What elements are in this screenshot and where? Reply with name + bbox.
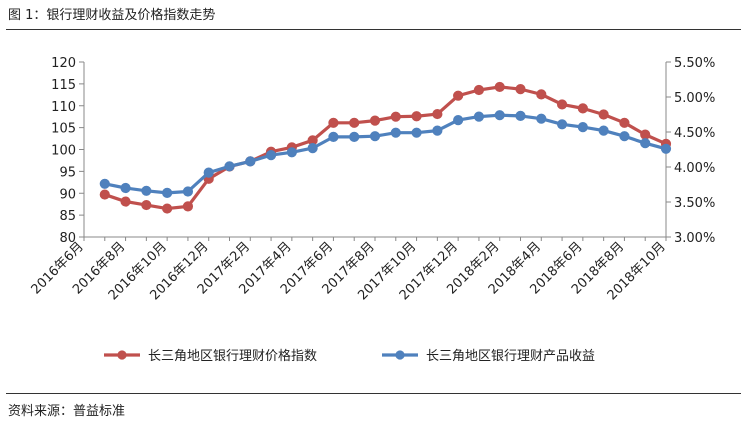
legend-marker-1 bbox=[395, 350, 405, 360]
left-tick-label: 90 bbox=[59, 187, 76, 202]
legend-label-0: 长三角地区银行理财价格指数 bbox=[148, 348, 317, 364]
left-tick-label: 110 bbox=[51, 100, 76, 115]
data-point bbox=[660, 143, 672, 154]
data-point bbox=[141, 185, 152, 196]
left-tick-label: 85 bbox=[59, 209, 76, 224]
data-point bbox=[328, 117, 339, 128]
data-point bbox=[556, 99, 568, 110]
right-tick-label: 4.00% bbox=[674, 161, 715, 176]
data-point bbox=[515, 110, 526, 122]
data-point bbox=[453, 115, 464, 126]
data-point bbox=[182, 186, 194, 197]
data-point bbox=[286, 147, 297, 158]
data-point bbox=[328, 131, 339, 142]
data-point bbox=[473, 111, 485, 122]
data-point bbox=[203, 167, 214, 178]
left-tick-label: 120 bbox=[51, 56, 76, 71]
right-tick-label: 4.50% bbox=[674, 126, 715, 141]
data-point bbox=[411, 127, 422, 138]
data-point bbox=[390, 111, 401, 122]
legend-label-1: 长三角地区银行理财产品收益 bbox=[426, 349, 595, 364]
data-point bbox=[619, 117, 630, 128]
data-point bbox=[598, 125, 609, 136]
data-point bbox=[99, 178, 110, 189]
source-note: 资料来源：普益标准 bbox=[8, 404, 126, 419]
data-point bbox=[307, 143, 318, 154]
data-point bbox=[162, 187, 173, 198]
data-point bbox=[515, 84, 526, 95]
chart-series bbox=[99, 81, 672, 214]
data-point bbox=[494, 110, 505, 121]
data-point bbox=[640, 138, 651, 149]
data-point bbox=[369, 131, 381, 142]
right-tick-label: 5.00% bbox=[674, 91, 715, 106]
data-point bbox=[224, 161, 235, 172]
data-point bbox=[162, 203, 173, 214]
left-tick-label: 115 bbox=[51, 78, 76, 93]
left-tick-label: 100 bbox=[51, 144, 76, 159]
data-point bbox=[536, 89, 547, 100]
data-point bbox=[494, 81, 505, 93]
data-point bbox=[619, 131, 630, 142]
data-point bbox=[577, 122, 588, 133]
left-tick-label: 105 bbox=[51, 122, 76, 137]
data-point bbox=[640, 129, 651, 140]
data-point bbox=[245, 156, 256, 167]
left-tick-label: 80 bbox=[59, 231, 76, 246]
data-point bbox=[556, 119, 568, 130]
data-point bbox=[577, 103, 588, 114]
series-line-0 bbox=[104, 85, 667, 211]
data-point bbox=[120, 196, 131, 207]
data-point bbox=[182, 201, 194, 212]
left-tick-label: 95 bbox=[59, 165, 76, 180]
figure-title: 图 1：银行理财收益及价格指数走势 bbox=[8, 8, 216, 23]
data-point bbox=[349, 117, 360, 128]
data-point bbox=[141, 199, 152, 211]
data-point bbox=[265, 150, 277, 161]
data-point bbox=[453, 90, 464, 101]
right-tick-label: 3.00% bbox=[674, 231, 715, 246]
legend-marker-0 bbox=[117, 350, 127, 360]
right-tick-label: 3.50% bbox=[674, 196, 715, 211]
chart-axes: 120 115 110 105 100 95 90 85 80 5.50% 5.00% 4.50% 4.… bbox=[29, 56, 716, 303]
data-point bbox=[473, 84, 485, 96]
series-line-1 bbox=[104, 113, 667, 195]
data-point bbox=[349, 131, 360, 142]
data-point bbox=[598, 109, 609, 120]
data-point bbox=[432, 108, 443, 120]
data-point bbox=[120, 182, 131, 194]
data-point bbox=[369, 115, 381, 126]
bottom-rule bbox=[6, 393, 741, 394]
top-rule bbox=[6, 29, 741, 30]
data-point bbox=[411, 111, 422, 122]
data-point bbox=[390, 127, 401, 138]
data-point bbox=[99, 189, 110, 200]
data-point bbox=[536, 113, 547, 124]
chart-legend: 长三角地区银行理财价格指数 长三角地区银行理财产品收益 bbox=[104, 348, 595, 364]
data-point bbox=[432, 125, 443, 136]
right-tick-label: 5.50% bbox=[674, 56, 715, 71]
